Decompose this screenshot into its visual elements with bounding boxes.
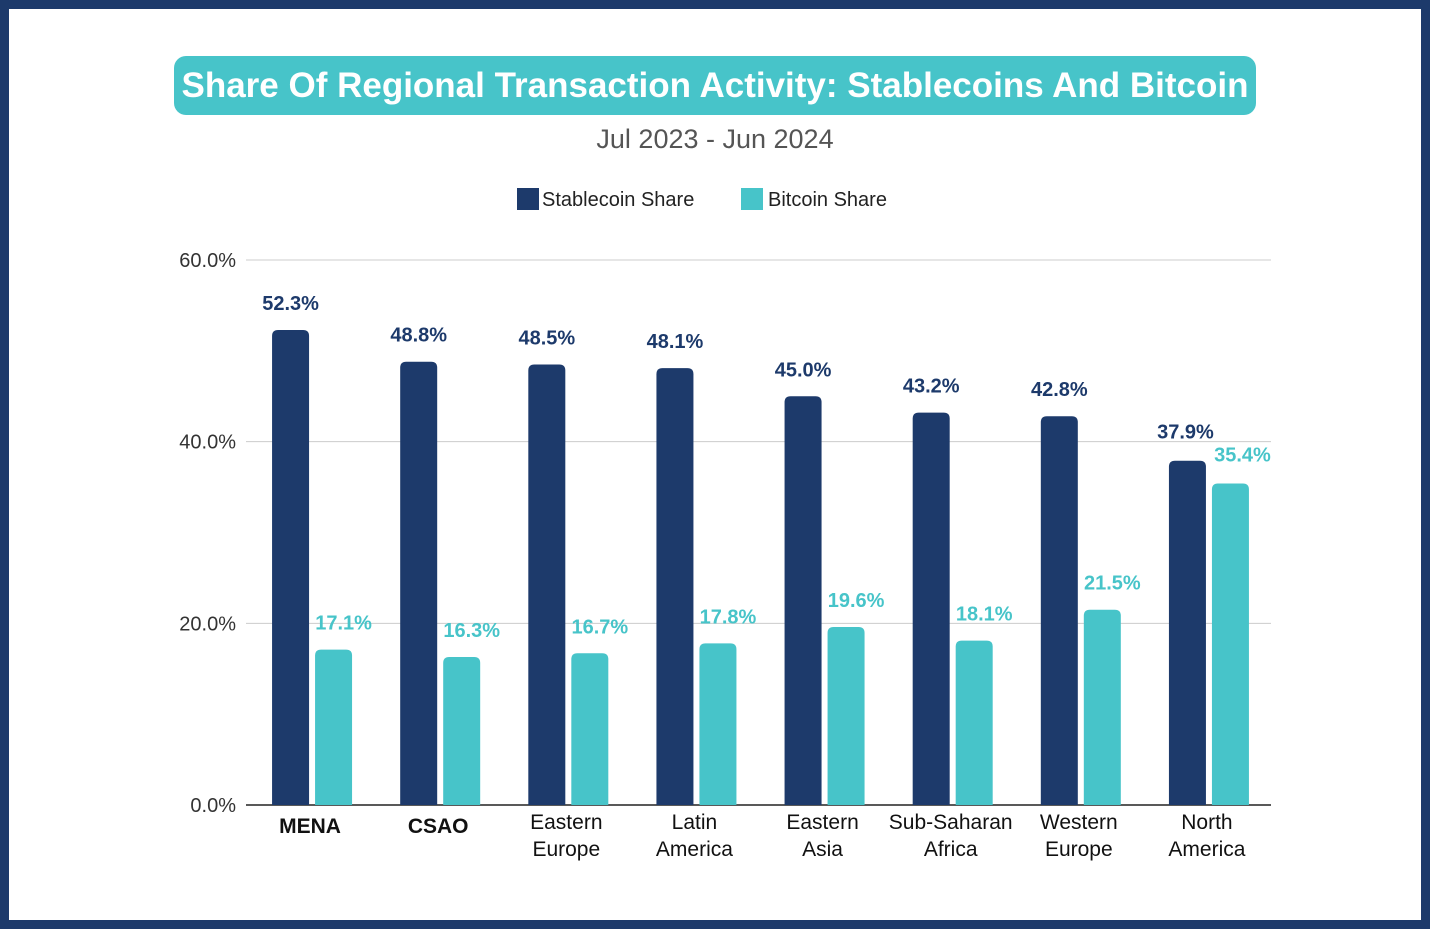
x-tick-label: Western xyxy=(1040,811,1118,834)
x-tick-label: Africa xyxy=(924,838,978,861)
x-tick-label: America xyxy=(1168,838,1245,861)
data-label-stablecoin: 48.8% xyxy=(390,325,447,347)
x-tick-label: Sub-Saharan xyxy=(889,811,1013,834)
data-label-stablecoin: 45.0% xyxy=(775,359,832,381)
legend-swatch-bitcoin xyxy=(741,188,763,210)
bar-stablecoin xyxy=(400,361,438,805)
data-label-bitcoin: 16.7% xyxy=(571,616,628,638)
data-label-stablecoin: 48.1% xyxy=(647,331,704,353)
x-tick-label: America xyxy=(656,838,733,861)
legend-label-stablecoin: Stablecoin Share xyxy=(542,189,694,211)
x-tick-label: CSAO xyxy=(408,815,469,838)
bar-stablecoin xyxy=(784,396,822,805)
bar-stablecoin xyxy=(272,329,310,805)
data-label-stablecoin: 48.5% xyxy=(518,327,575,349)
chart-title: Share Of Regional Transaction Activity: … xyxy=(174,56,1256,115)
x-axis-labels: MENA CSAO Eastern Europe Latin America Eastern… xyxy=(279,811,1246,861)
bar-stablecoin xyxy=(1168,460,1206,805)
legend: Stablecoin Share Bitcoin Share xyxy=(517,188,887,211)
x-tick-label: MENA xyxy=(279,815,341,838)
x-tick-label: Eastern xyxy=(530,811,602,834)
x-tick-label: Europe xyxy=(532,838,600,861)
data-label-stablecoin: 42.8% xyxy=(1031,379,1088,401)
data-label-bitcoin: 19.6% xyxy=(828,590,885,612)
y-tick-label: 20.0% xyxy=(179,613,236,635)
legend-label-bitcoin: Bitcoin Share xyxy=(768,189,887,211)
x-tick-label: Asia xyxy=(802,838,843,861)
bar-bitcoin xyxy=(443,656,481,805)
legend-swatch-stablecoin xyxy=(517,188,539,210)
data-label-bitcoin: 18.1% xyxy=(956,604,1013,626)
bar-bitcoin xyxy=(827,626,865,805)
data-label-bitcoin: 17.1% xyxy=(315,613,372,635)
bar-bitcoin xyxy=(1083,609,1121,805)
chart-subtitle: Jul 2023 - Jun 2024 xyxy=(596,124,834,154)
data-label-stablecoin: 43.2% xyxy=(903,376,960,398)
bar-bitcoin xyxy=(955,640,993,805)
x-tick-label: North xyxy=(1181,811,1232,834)
data-label-bitcoin: 35.4% xyxy=(1214,444,1271,466)
x-tick-label: Europe xyxy=(1045,838,1113,861)
y-tick-label: 40.0% xyxy=(179,432,236,454)
bar-stablecoin xyxy=(528,364,566,805)
data-label-bitcoin: 17.8% xyxy=(700,606,757,628)
bar-stablecoin xyxy=(656,368,694,805)
y-tick-label: 0.0% xyxy=(190,795,236,817)
data-label-stablecoin: 37.9% xyxy=(1157,422,1214,444)
data-label-bitcoin: 21.5% xyxy=(1084,573,1141,595)
bar-bitcoin xyxy=(315,649,353,805)
bar-bitcoin xyxy=(571,653,609,805)
x-tick-label: Eastern xyxy=(786,811,858,834)
bar-bitcoin xyxy=(699,643,737,805)
bar-bitcoin xyxy=(1211,483,1249,805)
bars: 52.3% 17.1% 48.8% 16.3% 48.5% 16.7% 48.1% 17.8%… xyxy=(262,293,1271,805)
data-label-stablecoin: 52.3% xyxy=(262,293,319,315)
y-tick-label: 60.0% xyxy=(179,250,236,272)
x-tick-label: Latin xyxy=(672,811,718,834)
bar-stablecoin xyxy=(1040,416,1078,805)
data-label-bitcoin: 16.3% xyxy=(443,620,500,642)
bar-stablecoin xyxy=(912,412,950,805)
